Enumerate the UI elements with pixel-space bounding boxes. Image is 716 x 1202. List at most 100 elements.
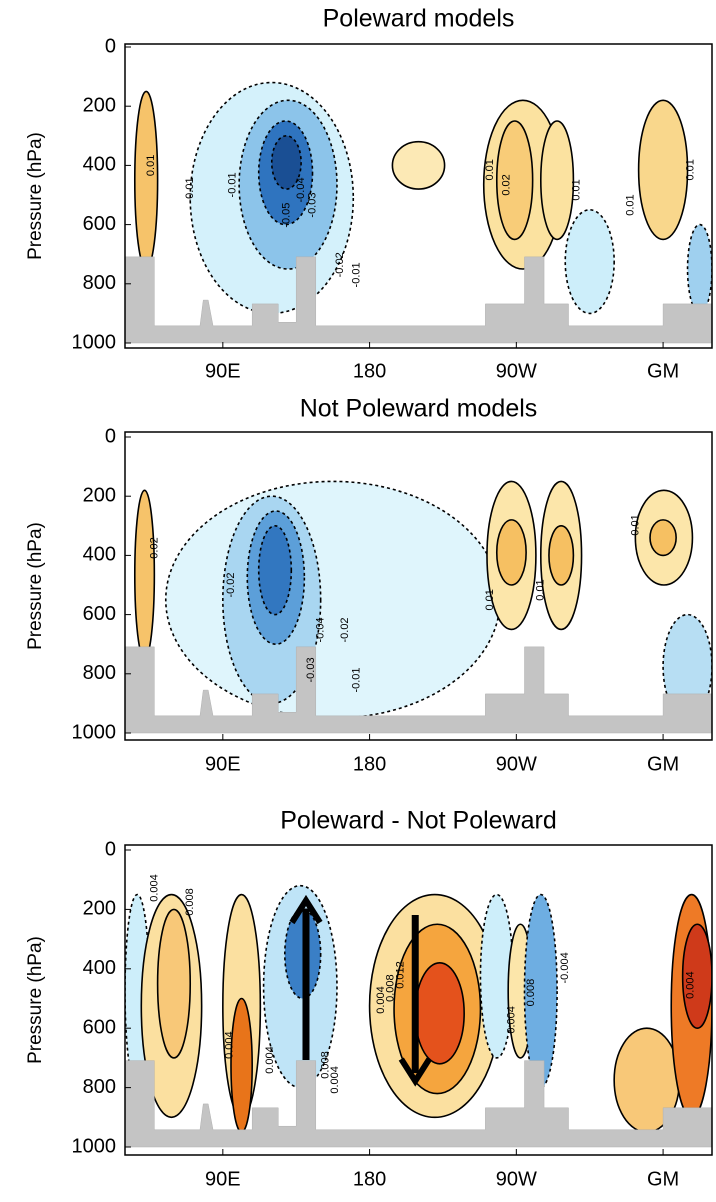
- x-tick-label: GM: [647, 360, 679, 382]
- y-axis-label: Pressure (hPa): [25, 132, 46, 260]
- contour-region: [681, 923, 712, 1029]
- contour-label: -0.02: [225, 572, 237, 597]
- y-tick-label: 400: [83, 957, 116, 979]
- contour-label: -0.04: [295, 177, 307, 202]
- contour-region: [539, 120, 575, 241]
- y-axis-label: Pressure (hPa): [25, 936, 46, 1064]
- contour-region: [637, 99, 689, 241]
- contour-label: 0.004: [223, 1031, 235, 1059]
- y-tick-label: 800: [83, 662, 116, 684]
- y-tick-label: 0: [105, 425, 116, 447]
- y-tick-label: 400: [83, 154, 116, 176]
- contour-region: [686, 223, 712, 315]
- y-tick-label: 200: [83, 898, 116, 920]
- contour-region: [156, 908, 192, 1059]
- y-tick-label: 1000: [72, 721, 117, 743]
- contour-label: 0.02: [148, 537, 160, 558]
- contour-label: -0.02: [339, 617, 351, 642]
- contour-label: 0.01: [535, 579, 547, 600]
- contour-label: -0.004: [559, 952, 571, 983]
- contour-region: [523, 893, 558, 1089]
- x-tick-label: 90E: [205, 1168, 241, 1190]
- chart-title: Not Poleward models: [300, 395, 538, 423]
- contour-label: -0.05: [280, 203, 292, 228]
- y-tick-label: 200: [83, 484, 116, 506]
- y-tick-label: 600: [83, 603, 116, 625]
- plot-area: 0.02 -0.02 -0.04 -0.02 -0.03 -0.01 0.01 0.01 0.0…: [125, 480, 712, 734]
- contour-label: 0.02: [500, 174, 512, 195]
- panel: Not Poleward models Pressure (hPa) 0.02 -0.…: [25, 395, 713, 775]
- x-tick-label: 90W: [496, 1168, 537, 1190]
- contour-label: 0.004: [505, 1006, 517, 1034]
- contour-label: 0.004: [375, 986, 387, 1014]
- contour-region: [257, 524, 293, 616]
- contour-region: [230, 997, 253, 1133]
- contour-label: 0.01: [484, 589, 496, 610]
- y-tick-label: 800: [83, 272, 116, 294]
- topography: [125, 1060, 712, 1148]
- contour-label: 0.01: [624, 194, 636, 215]
- contour-region: [649, 519, 677, 557]
- x-tick-label: 90E: [205, 753, 241, 775]
- contour-label: 0.01: [571, 179, 583, 200]
- x-tick-label: GM: [647, 1168, 679, 1190]
- contour-region: [133, 489, 156, 660]
- contour-label: 0.01: [145, 155, 157, 176]
- arrow-head: [289, 894, 323, 925]
- chart-title: Poleward models: [323, 5, 515, 33]
- arrow-head: [398, 1057, 432, 1087]
- panel: Poleward - Not Poleward Pressure (hPa) 0.0…: [25, 807, 713, 1190]
- contour-region: [164, 480, 501, 719]
- contour-label: 0.004: [329, 1066, 341, 1094]
- panel: Poleward models Pressure (hPa) 0.01 -0.01 -0…: [25, 5, 713, 382]
- contour-label: 0.004: [148, 874, 160, 902]
- contour-label: -0.01: [350, 667, 362, 692]
- y-tick-label: 800: [83, 1076, 116, 1098]
- contour-label: 0.008: [385, 974, 397, 1002]
- contour-region: [270, 135, 302, 190]
- y-tick-label: 1000: [72, 1135, 117, 1157]
- contour-label: 0.008: [319, 1051, 331, 1079]
- y-axis-label: Pressure (hPa): [25, 522, 46, 650]
- x-tick-label: 90W: [496, 753, 537, 775]
- contour-label: 0.004: [685, 971, 697, 999]
- contour-label: 0.01: [685, 159, 697, 180]
- x-tick-label: 90W: [496, 360, 537, 382]
- contour-label: -0.01: [350, 262, 362, 287]
- contour-label: 0.01: [484, 159, 496, 180]
- contour-label: -0.02: [334, 252, 346, 277]
- contour-label: 0.008: [525, 979, 537, 1007]
- contour-label: -0.03: [305, 657, 317, 682]
- topography: [125, 256, 712, 344]
- x-tick-label: 180: [353, 753, 386, 775]
- contour-label: -0.01: [227, 172, 239, 197]
- x-tick-label: GM: [647, 753, 679, 775]
- contour-label: -0.01: [184, 177, 196, 202]
- contour-label: 0.004: [264, 1046, 276, 1074]
- contour-label: -0.03: [306, 193, 318, 218]
- contour-label: 0.012: [394, 961, 406, 989]
- y-tick-label: 200: [83, 94, 116, 116]
- contour-label: 0.008: [184, 888, 196, 916]
- y-tick-label: 600: [83, 1016, 116, 1038]
- contour-region: [391, 140, 446, 190]
- plot-frame: [124, 844, 713, 1156]
- contour-region: [564, 209, 615, 315]
- contour-region: [548, 525, 575, 586]
- y-tick-label: 400: [83, 544, 116, 566]
- contour-label: 0.01: [629, 514, 641, 535]
- contour-region: [133, 90, 159, 270]
- topography: [125, 646, 712, 734]
- y-tick-label: 1000: [72, 331, 117, 353]
- plot-area: 0.01 -0.01 -0.01 -0.04-0.05 -0.03 -0.02 -0.01 0…: [125, 81, 712, 344]
- plot-frame: [124, 431, 713, 741]
- y-tick-label: 0: [105, 35, 116, 57]
- x-tick-label: 180: [353, 360, 386, 382]
- contour-region: [495, 519, 527, 586]
- y-tick-label: 600: [83, 213, 116, 235]
- y-tick-label: 0: [105, 838, 116, 860]
- contour-label: -0.04: [315, 617, 327, 642]
